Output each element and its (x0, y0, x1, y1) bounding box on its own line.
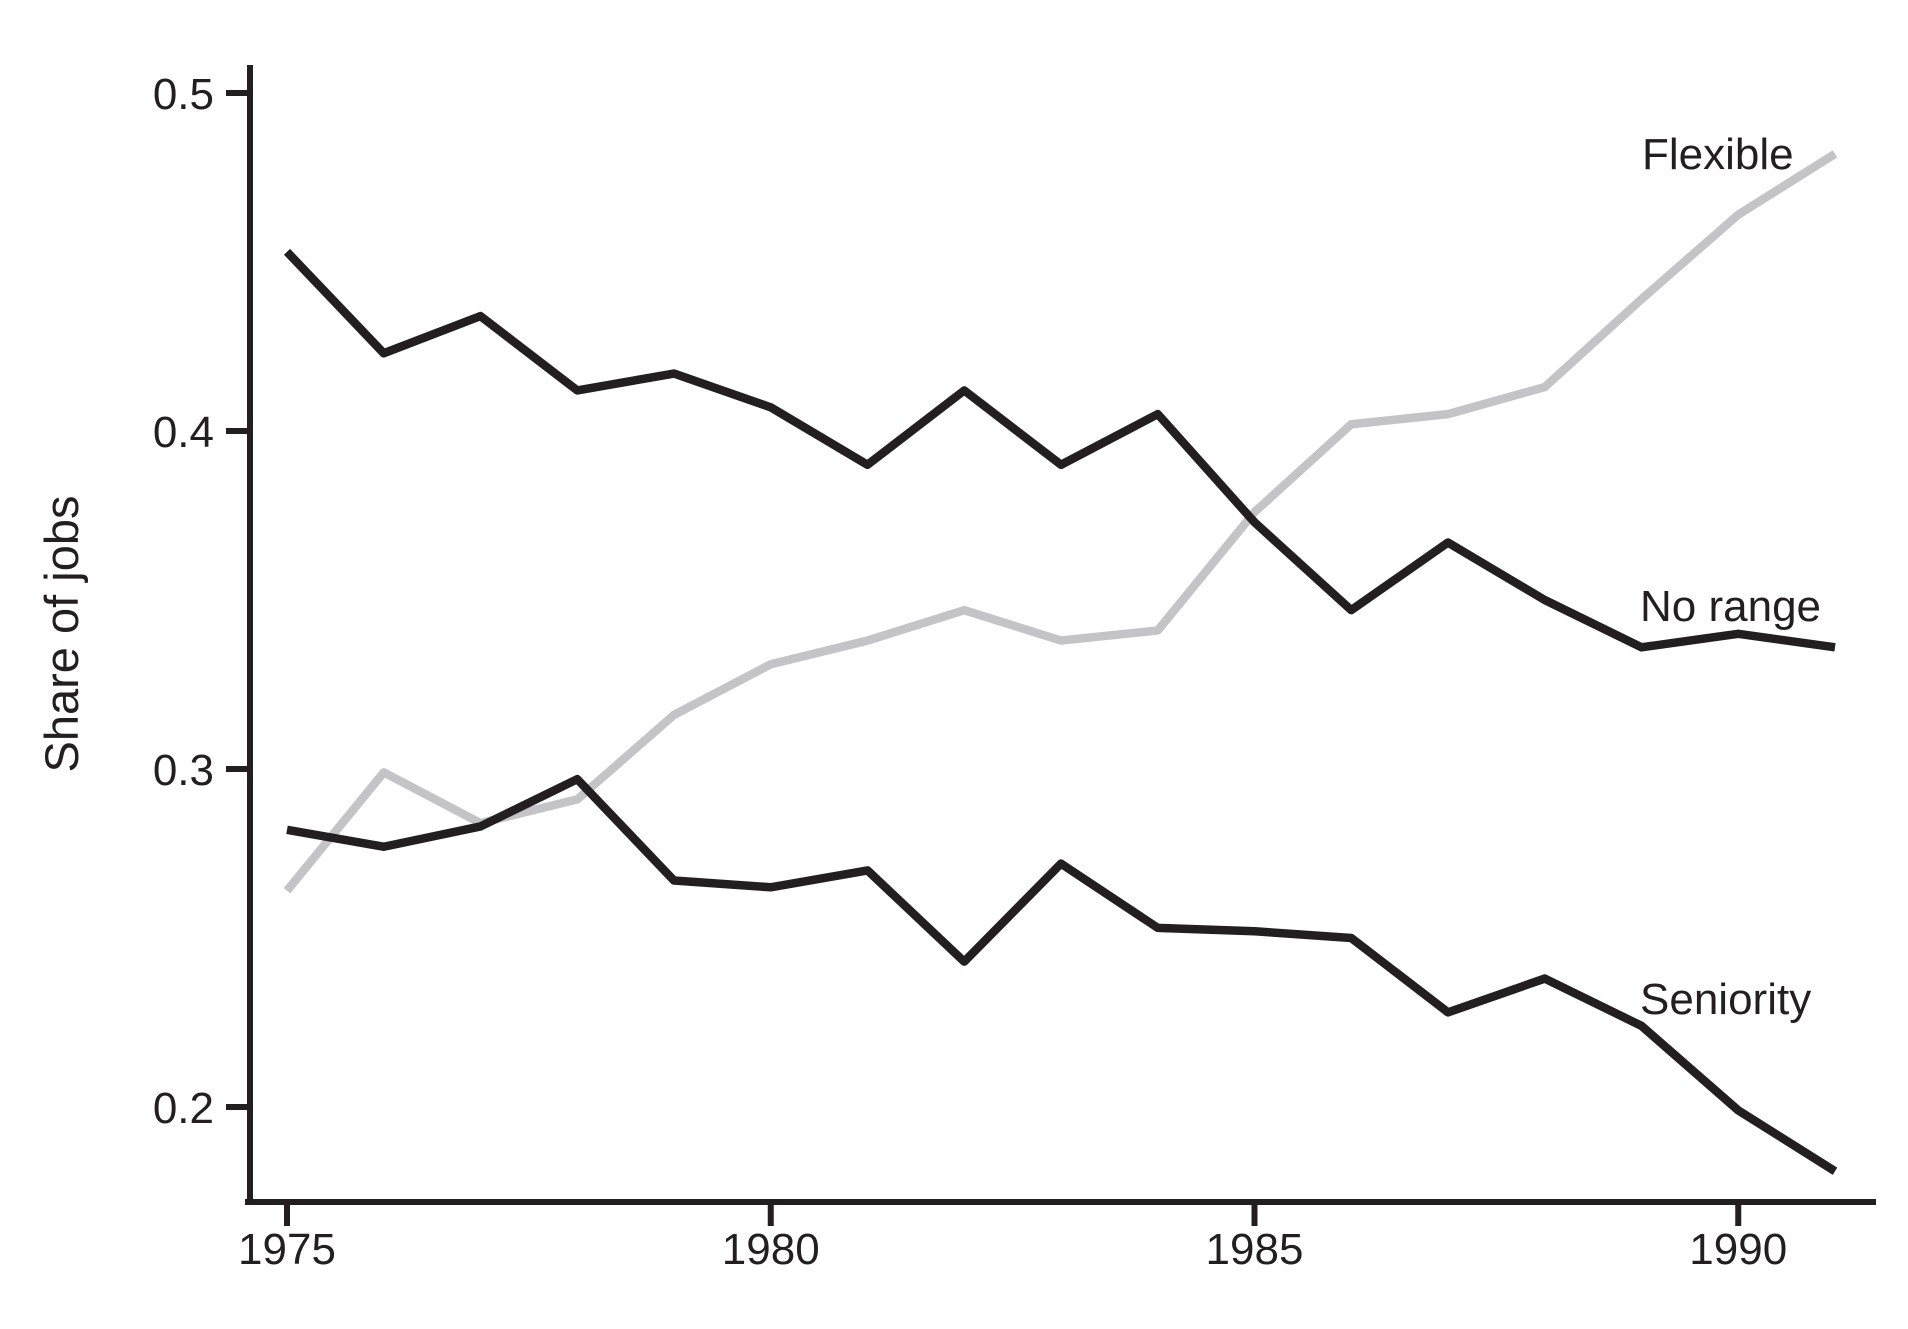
y-tick-label-0.3: 0.3 (153, 746, 214, 795)
y-tick-label-0.5: 0.5 (153, 70, 214, 119)
axes-layer: 0.5 0.4 0.3 0.2 1975 1980 1985 1990 (153, 65, 1876, 1274)
series-line-seniority (286, 774, 1838, 1175)
y-tick-label-0.4: 0.4 (153, 408, 214, 457)
series-label-seniority: Seniority (1640, 975, 1811, 1024)
x-tick-label-1980: 1980 (722, 1225, 820, 1274)
x-tick-label-1990: 1990 (1689, 1225, 1787, 1274)
series-label-no-range: No range (1640, 582, 1821, 631)
series-layer (283, 150, 1838, 1175)
y-axis-title: Share of jobs (35, 496, 88, 773)
series-label-flexible: Flexible (1642, 130, 1794, 179)
y-tick-label-0.2: 0.2 (153, 1084, 214, 1133)
x-tick-label-1985: 1985 (1206, 1225, 1304, 1274)
x-tick-label-1975: 1975 (238, 1225, 336, 1274)
series-line-flexible (283, 150, 1838, 894)
series-line-no-range (283, 248, 1836, 652)
